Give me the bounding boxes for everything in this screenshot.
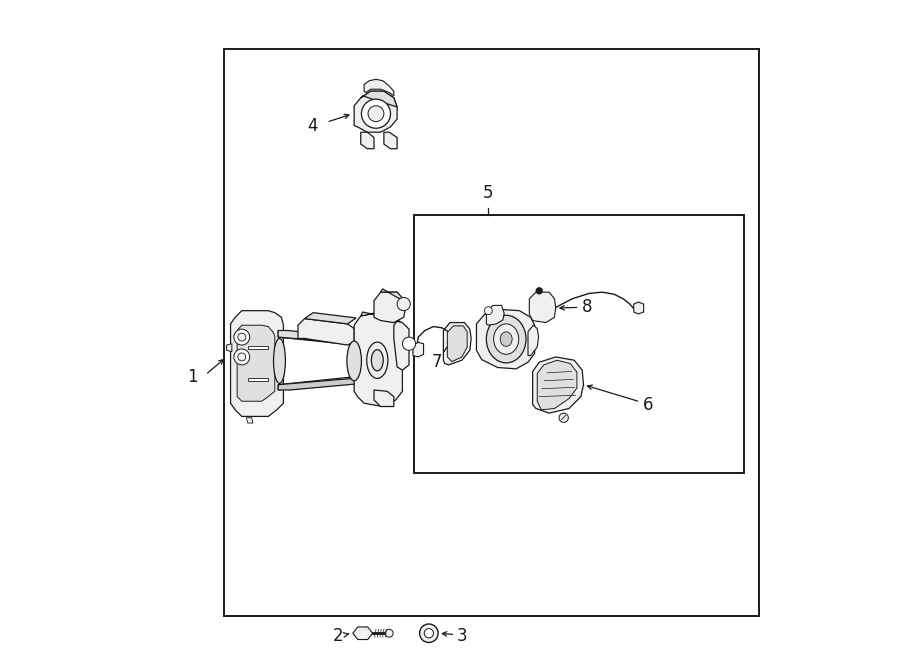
- Ellipse shape: [366, 342, 388, 378]
- Circle shape: [234, 349, 249, 365]
- Polygon shape: [353, 627, 373, 640]
- Polygon shape: [361, 312, 402, 324]
- Polygon shape: [384, 132, 397, 149]
- Polygon shape: [537, 360, 577, 410]
- Polygon shape: [248, 346, 268, 349]
- Circle shape: [362, 99, 391, 128]
- Text: 5: 5: [483, 184, 493, 202]
- Ellipse shape: [274, 338, 285, 383]
- Text: 3: 3: [456, 627, 467, 645]
- Circle shape: [234, 329, 249, 345]
- Text: 2: 2: [332, 627, 343, 645]
- Bar: [224, 49, 760, 616]
- Polygon shape: [634, 302, 643, 314]
- Polygon shape: [361, 132, 374, 149]
- Polygon shape: [364, 79, 394, 96]
- Text: 1: 1: [187, 368, 197, 386]
- Polygon shape: [247, 418, 253, 423]
- Circle shape: [559, 413, 568, 422]
- Circle shape: [424, 629, 434, 638]
- Polygon shape: [444, 323, 472, 365]
- Polygon shape: [374, 390, 394, 407]
- Polygon shape: [361, 91, 397, 107]
- Text: 7: 7: [431, 353, 442, 371]
- Polygon shape: [381, 289, 405, 301]
- Polygon shape: [394, 321, 409, 370]
- Text: 8: 8: [582, 298, 593, 317]
- Circle shape: [419, 624, 438, 642]
- Ellipse shape: [500, 332, 512, 346]
- Text: 6: 6: [643, 395, 653, 414]
- Polygon shape: [529, 292, 556, 323]
- Polygon shape: [227, 344, 232, 352]
- Circle shape: [368, 106, 384, 122]
- Polygon shape: [355, 91, 397, 132]
- Polygon shape: [278, 330, 363, 345]
- Circle shape: [484, 307, 492, 315]
- Polygon shape: [278, 378, 363, 390]
- Circle shape: [536, 288, 543, 294]
- Circle shape: [397, 297, 410, 311]
- Polygon shape: [533, 357, 583, 413]
- Polygon shape: [298, 319, 355, 345]
- Polygon shape: [413, 342, 424, 357]
- Polygon shape: [447, 326, 467, 362]
- Polygon shape: [374, 292, 405, 323]
- Polygon shape: [528, 325, 538, 356]
- Circle shape: [238, 353, 246, 361]
- Bar: [414, 215, 744, 473]
- Circle shape: [385, 629, 393, 637]
- Polygon shape: [278, 377, 363, 390]
- Polygon shape: [230, 311, 284, 416]
- Ellipse shape: [486, 315, 526, 363]
- Polygon shape: [238, 325, 274, 401]
- Ellipse shape: [493, 324, 518, 354]
- Polygon shape: [304, 313, 356, 324]
- Ellipse shape: [372, 350, 383, 371]
- Ellipse shape: [346, 341, 362, 381]
- Text: 4: 4: [307, 116, 318, 135]
- Circle shape: [238, 333, 246, 341]
- Polygon shape: [278, 330, 362, 344]
- Polygon shape: [476, 309, 535, 369]
- Polygon shape: [486, 305, 504, 325]
- Polygon shape: [355, 312, 402, 407]
- Circle shape: [402, 337, 416, 350]
- Polygon shape: [248, 378, 268, 381]
